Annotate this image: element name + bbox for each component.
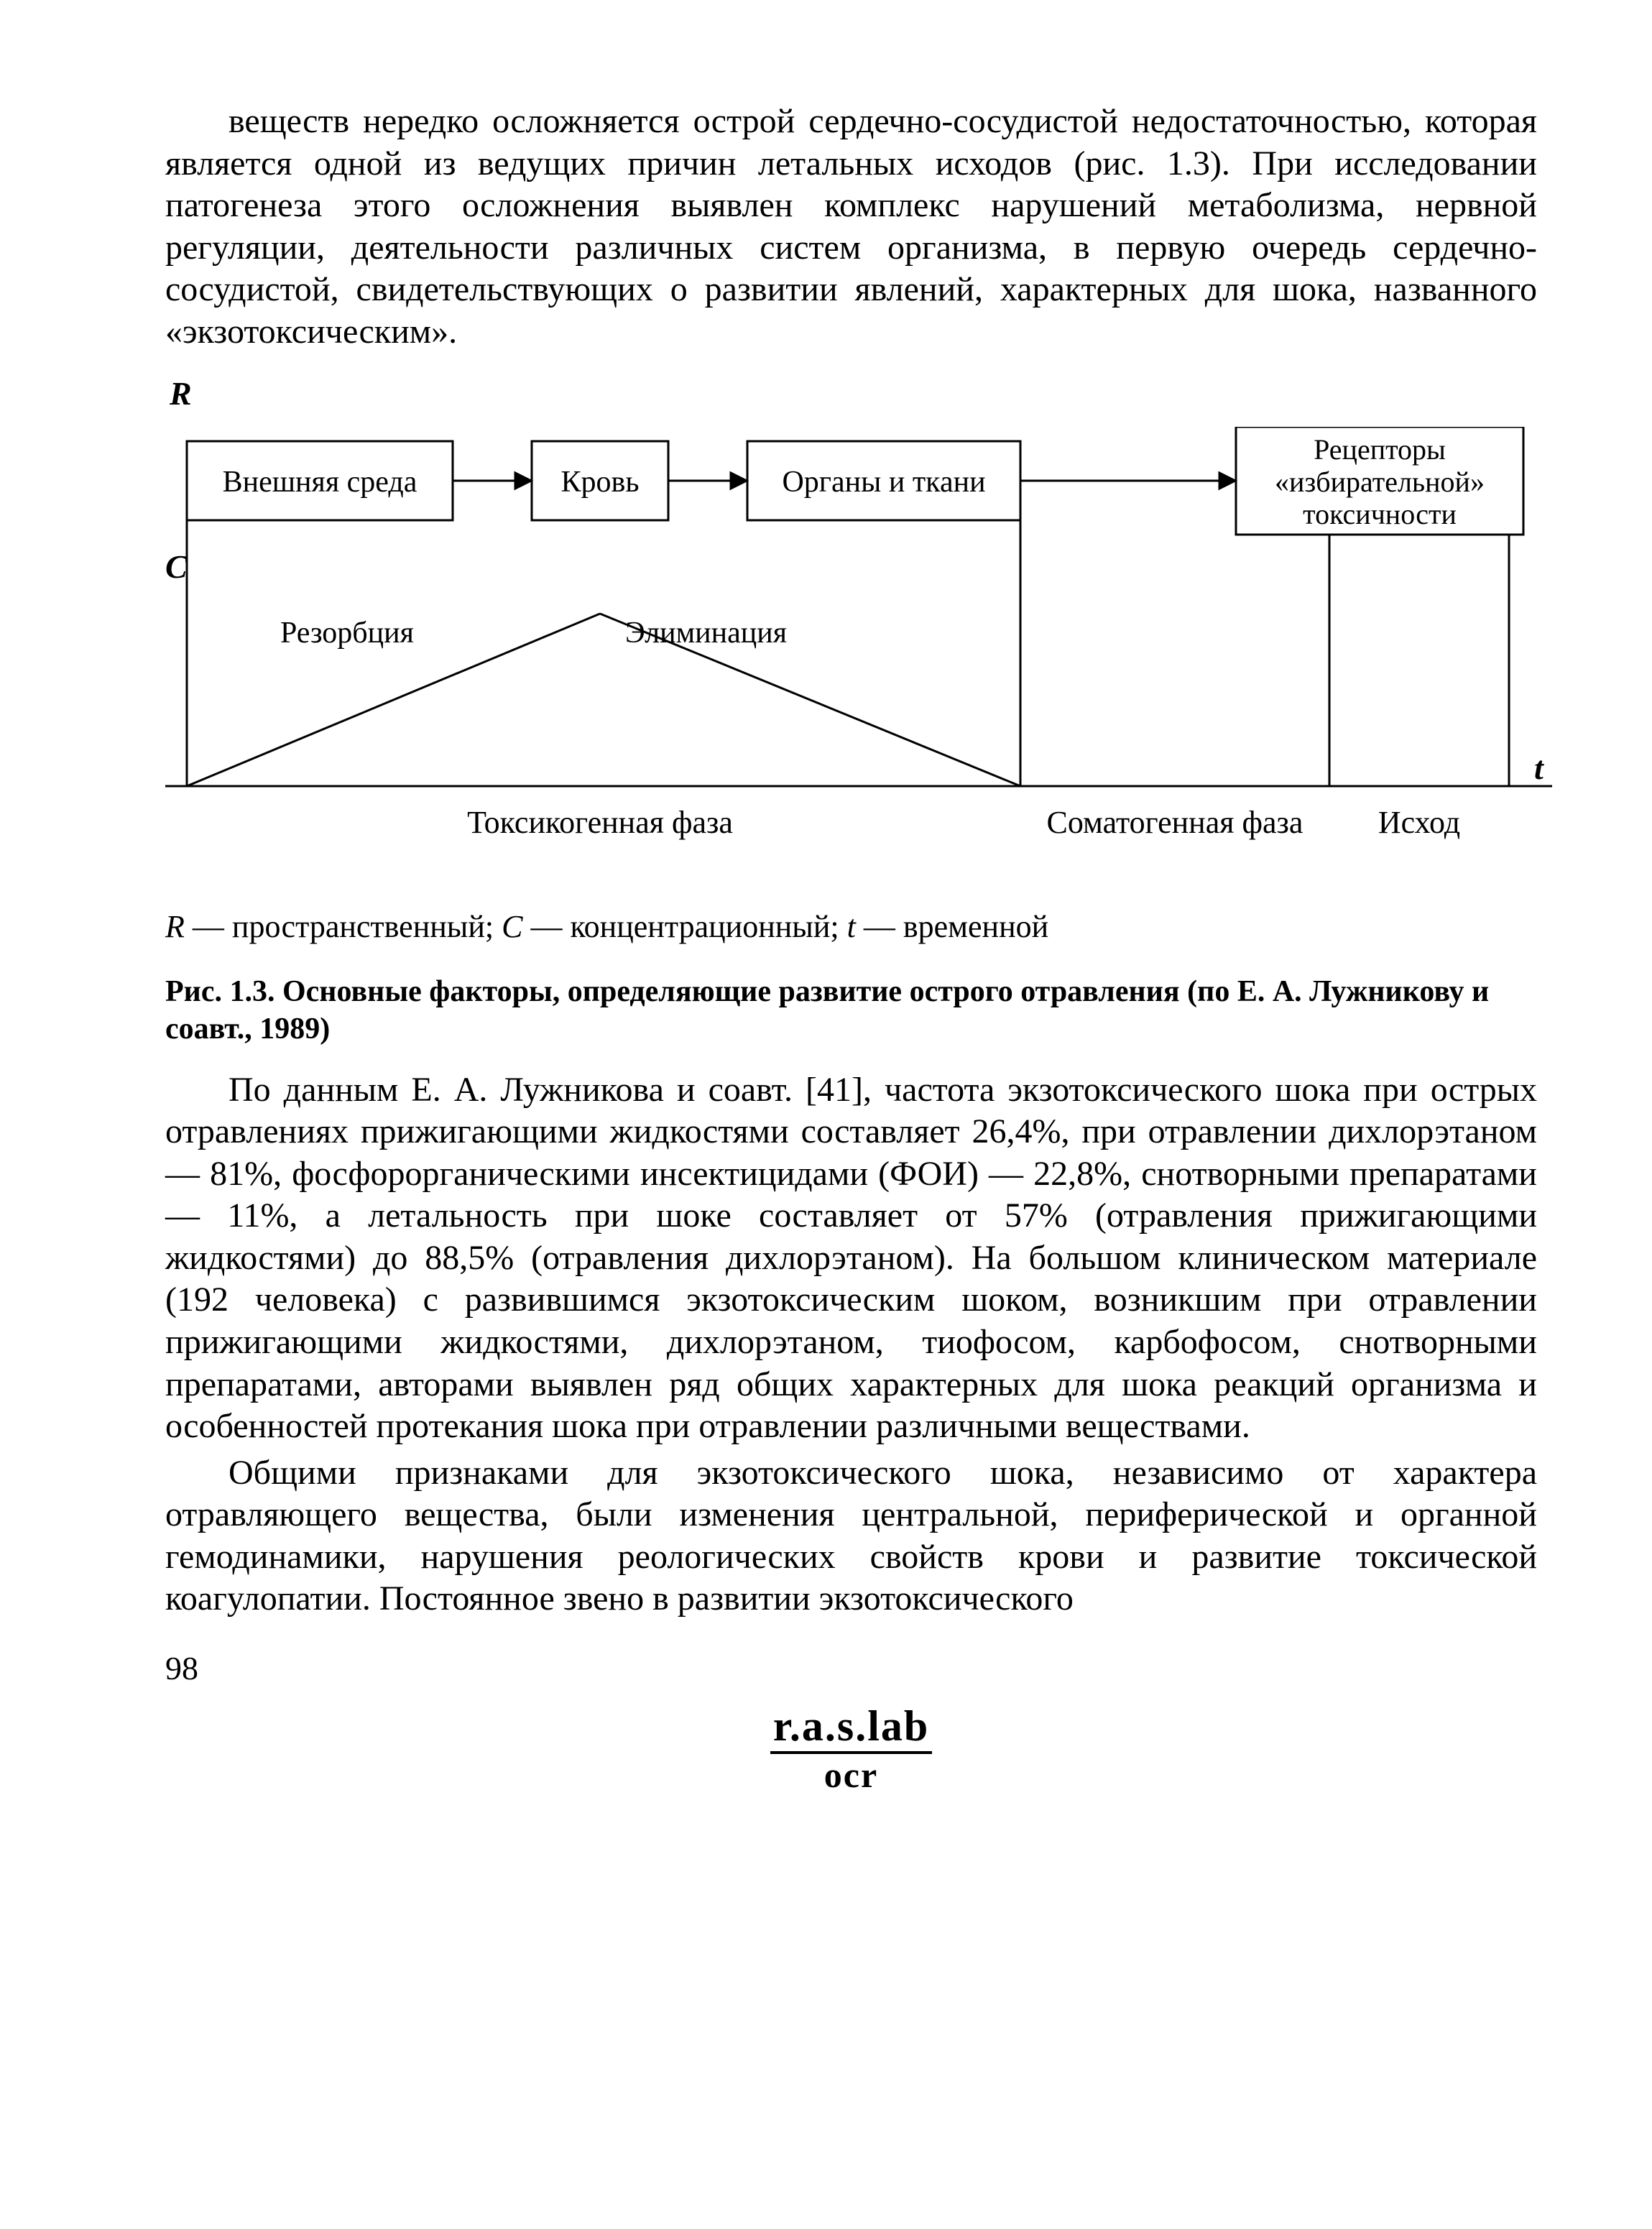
axis-label-c: C xyxy=(165,548,188,585)
watermark-top: r.a.s.lab xyxy=(770,1702,933,1754)
paragraph-2: По данным Е. А. Лужникова и соавт. [41],… xyxy=(165,1069,1537,1448)
box-receptors-line3: токсичности xyxy=(1303,498,1457,530)
paragraph-3-text: Общими признаками для экзотоксического ш… xyxy=(165,1452,1537,1620)
legend-t-symbol: t xyxy=(847,909,856,944)
legend-c-text: — концентрационный; xyxy=(523,909,847,944)
figure-legend: R — пространственный; C — концентрационн… xyxy=(165,908,1537,945)
box-external-env-label: Внешняя среда xyxy=(223,466,417,499)
label-elimination: Элиминация xyxy=(625,617,787,650)
page-number: 98 xyxy=(165,1649,1537,1687)
box-receptors-line1: Рецепторы xyxy=(1314,433,1446,466)
phase-somatogenic: Соматогенная фаза xyxy=(1047,805,1303,840)
paragraph-2-text: По данным Е. А. Лужникова и соавт. [41],… xyxy=(165,1069,1537,1448)
watermark-bottom: ocr xyxy=(824,1755,878,1795)
scanned-page: веществ нередко осложняется острой серде… xyxy=(0,0,1652,1839)
phase-toxicogenic: Токсикогенная фаза xyxy=(467,805,733,840)
axis-label-t: t xyxy=(1534,749,1544,786)
box-receptors-line2: «избирательной» xyxy=(1275,466,1485,498)
paragraph-3: Общими признаками для экзотоксического ш… xyxy=(165,1452,1537,1620)
axis-label-r: R xyxy=(170,374,1537,412)
legend-c-symbol: C xyxy=(502,909,522,944)
figure-1-3-diagram: Внешняя среда Кровь Органы и ткани Рецеп… xyxy=(165,427,1552,865)
figure-caption: Рис. 1.3. Основные факторы, определяющие… xyxy=(165,974,1537,1047)
scanner-watermark: r.a.s.lab ocr xyxy=(165,1702,1537,1796)
box-blood-label: Кровь xyxy=(561,466,640,499)
phase-outcome: Исход xyxy=(1378,805,1460,840)
paragraph-1-text: веществ нередко осложняется острой серде… xyxy=(165,101,1537,353)
legend-r-symbol: R xyxy=(165,909,185,944)
box-organs-label: Органы и ткани xyxy=(782,466,985,499)
label-resorption: Резорбция xyxy=(280,617,414,650)
paragraph-1: веществ нередко осложняется острой серде… xyxy=(165,101,1537,353)
legend-r-text: — пространственный; xyxy=(185,909,502,944)
legend-t-text: — временной xyxy=(856,909,1048,944)
